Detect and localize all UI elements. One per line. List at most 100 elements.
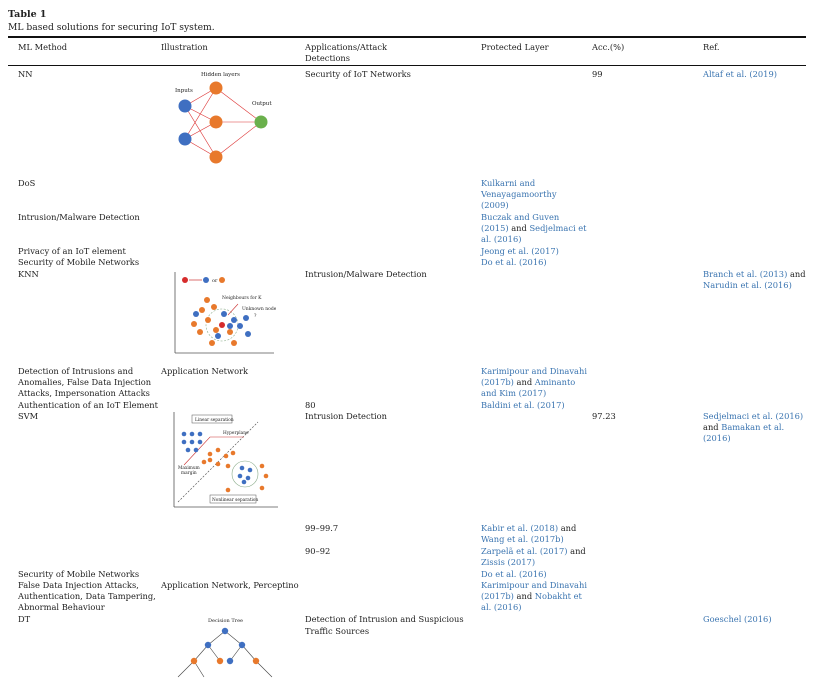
range1-application: 99–99.7 [305,523,339,533]
svm-method: SVM [18,411,39,421]
svm-application: Intrusion Detection [305,411,387,421]
nn-connections [184,87,262,158]
knn-legend-red-dot [182,277,188,283]
dt-node [190,657,198,665]
mobile-protected[interactable]: Do et al. (2016) [481,257,547,267]
dos-protected-line-3[interactable]: (2009) [481,200,509,210]
svm-ref-year[interactable]: (2016) [703,433,731,443]
knn-application: Intrusion/Malware Detection [305,269,427,279]
dt-node [216,657,224,665]
detection-protected-line-4[interactable]: Baldini et al. (2017) [481,400,565,410]
header-ml-method: ML Method [18,42,68,52]
nn-hidden-node [209,81,223,95]
nn-ref-link[interactable]: Altaf et al. (2019) [703,69,777,79]
range2-and: and [567,546,586,556]
svm-nonlinear-box [209,494,257,504]
range1-ref-kabir[interactable]: Kabir et al. (2018) [481,523,559,533]
knn-figure: or Neighbours for K Unknown node ? [174,272,276,354]
header-applications-1: Applications/Attack [305,42,388,52]
range2-ref-zissis[interactable]: Zissis (2017) [481,557,536,567]
intrusion-and: and [508,223,530,233]
svm-ref-and: and [703,422,722,432]
neural-network-figure: Hidden layers Inputs Output [175,72,272,164]
detection-ref-aminanto[interactable]: Aminanto [534,377,576,387]
intrusion-protected-line-3[interactable]: al. (2016) [481,234,522,244]
dos-protected-line-1[interactable]: Kulkarni and [481,178,536,188]
dt-ref-goeschel[interactable]: Goeschel (2016) [703,614,772,624]
detection-method-line-1: Detection of Intrusions and [18,366,134,376]
detection-method-line-4: Authentication of an IoT Element [18,400,158,410]
svm-ref-bamakan[interactable]: Bamakan et al. [721,422,785,432]
dt-edges [177,630,273,678]
svm-ref-line-2: and Bamakan et al. [703,422,784,433]
security2-method-line-3: Authentication, Data Tampering, [18,591,156,601]
dt-root-node [221,627,229,635]
security2-ref-al-2016[interactable]: al. (2016) [481,602,522,612]
svm-hyperplane-label: Hyperplane [223,431,249,436]
dos-method: DoS [18,178,36,188]
nn-hidden-label: Hidden layers [201,72,240,78]
range2-protected-line-1: Zarpelã et al. (2017) and [481,546,586,557]
knn-ref-narudin[interactable]: Narudin et al. (2016) [703,280,792,290]
range1-protected-line-1: Kabir et al. (2018) and [481,523,576,534]
knn-ref-branch[interactable]: Branch et al. (2013) [703,269,788,279]
security2-ref-karimipour[interactable]: Karimipour and Dinavahi [481,580,588,590]
security2-method-line-1: Security of Mobile Networks [18,569,140,579]
dt-node [238,641,246,649]
nn-input-node [178,132,192,146]
header-illustration: Illustration [161,42,208,52]
svm-accuracy: 97.23 [592,411,616,421]
dt-figure-title: Decision Tree [208,618,243,624]
knn-ref-and: and [787,269,806,279]
decision-tree-figure: Decision Tree [177,618,273,678]
intrusion-ref-year[interactable]: (2015) [481,223,509,233]
dt-node [252,657,260,665]
privacy-protected[interactable]: Jeong et al. (2017) [481,246,559,256]
security2-and: and [513,591,535,601]
security2-ref-do[interactable]: Do et al. (2016) [481,569,547,579]
nn-hidden-node [209,115,223,129]
detection-method-line-2: Anomalies, False Data Injection [18,377,152,387]
knn-pointer [227,303,239,316]
knn-neighbours-label: Neighbours for K [222,295,262,301]
knn-points [191,297,251,346]
intrusion-protected-line-2: (2015) and Sedjelmaci et [481,223,587,234]
security2-protected-line-3: (2017b) and Nobakht et [481,591,582,602]
svm-margin-label-1: Maximum [178,466,200,471]
nn-output-node [254,115,268,129]
detection-illustration: Application Network [161,366,249,376]
range2-ref-zarpela[interactable]: Zarpelã et al. (2017) [481,546,568,556]
nn-application: Security of IoT Networks [305,69,411,79]
svm-figure: Linear separation Hyperplane Maximum mar… [173,412,278,508]
knn-ref-line-1: Branch et al. (2013) and [703,269,806,280]
knn-legend-orange-dot [219,277,225,283]
nn-method: NN [18,69,33,79]
intrusion-ref-sedjelmaci[interactable]: Sedjelmaci et [529,223,587,233]
knn-unknown-mark: ? [254,313,257,319]
intrusion-protected-line-1[interactable]: Buczak and Guven [481,212,560,222]
detection-ref-year[interactable]: (2017b) [481,377,514,387]
knn-legend-blue-dot [203,277,209,283]
security2-ref-year[interactable]: (2017b) [481,591,514,601]
detection-protected-line-2: (2017b) and Aminanto [481,377,575,388]
nn-input-node [178,99,192,113]
svm-ref-sedjelmaci[interactable]: Sedjelmaci et al. (2016) [703,411,804,421]
header-accuracy: Acc.(%) [592,42,625,52]
svm-hyperplane-pointer [183,436,244,466]
security2-method-line-4: Abnormal Behaviour [18,602,105,612]
header-rule [8,65,806,66]
security2-ref-nobakht[interactable]: Nobakht et [534,591,582,601]
detection-protected-line-1[interactable]: Karimipour and Dinavahi [481,366,588,376]
dt-application-line-1: Detection of Intrusion and Suspicious [305,614,464,624]
top-rule [8,36,806,38]
knn-method: KNN [18,269,39,279]
nn-accuracy: 99 [592,69,603,79]
detection-method-line-3: Attacks, Impersonation Attacks [18,388,150,398]
dos-protected-line-2[interactable]: Venayagamoorthy [481,189,557,199]
svm-linear-box [191,414,233,424]
privacy-method: Privacy of an IoT element [18,246,126,256]
header-applications-2: Detections [305,53,351,63]
range1-ref-wang[interactable]: Wang et al. (2017b) [481,534,564,544]
detection-protected-line-3[interactable]: and Kim (2017) [481,388,547,398]
svm-points [181,431,269,493]
